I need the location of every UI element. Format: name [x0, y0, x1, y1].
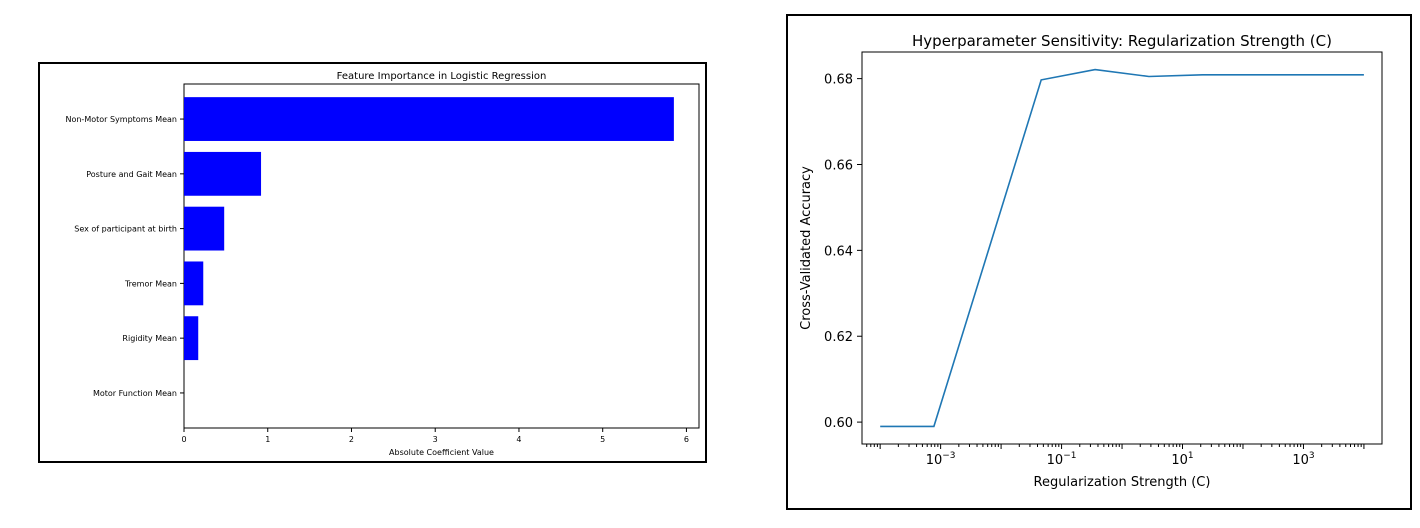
chart-title: Feature Importance in Logistic Regressio…: [337, 71, 547, 82]
y-tick-label: Posture and Gait Mean: [86, 170, 177, 179]
x-tick-label: 6: [684, 435, 689, 444]
y-tick-label: Sex of participant at birth: [74, 225, 177, 234]
x-tick-base: 10: [1047, 453, 1064, 468]
y-tick-label: 0.60: [824, 416, 853, 431]
x-tick-label: 5: [600, 435, 605, 444]
x-tick-label: 103: [1292, 451, 1314, 468]
x-tick-label: 1: [265, 435, 270, 444]
x-tick-base: 10: [1292, 453, 1309, 468]
y-tick-label: 0.66: [824, 158, 853, 173]
x-axis-label: Regularization Strength (C): [1034, 475, 1211, 490]
y-tick-label: Tremor Mean: [124, 279, 177, 288]
y-tick-label: Non-Motor Symptoms Mean: [65, 115, 177, 124]
bar: [184, 97, 674, 141]
y-axis-label: Cross-Validated Accuracy: [799, 166, 814, 330]
hyperparameter-sensitivity-svg: Hyperparameter Sensitivity: Regularizati…: [799, 32, 1383, 490]
bar: [184, 151, 262, 196]
bar: [184, 206, 225, 251]
x-tick-label: 10−1: [1047, 451, 1077, 468]
y-tick-label: 0.68: [824, 73, 853, 88]
x-axis-label: Absolute Coefficient Value: [389, 448, 494, 457]
y-tick-label: 0.64: [824, 244, 853, 259]
y-tick-label: Rigidity Mean: [122, 334, 177, 343]
hyperparameter-sensitivity-chart: Hyperparameter Sensitivity: Regularizati…: [786, 14, 1412, 510]
accuracy-line: [880, 68, 1364, 428]
x-tick-label: 3: [433, 435, 438, 444]
y-tick-label: Motor Function Mean: [93, 389, 177, 398]
x-tick-exponent: −1: [1063, 451, 1076, 461]
x-tick-label: 0: [181, 435, 186, 444]
x-tick-base: 10: [926, 453, 943, 468]
feature-importance-svg: Feature Importance in Logistic Regressio…: [65, 71, 700, 457]
x-tick-exponent: 1: [1188, 451, 1194, 461]
x-tick-exponent: 3: [1309, 451, 1315, 461]
x-tick-label: 2: [349, 435, 354, 444]
plot-frame: [183, 83, 700, 429]
y-tick-label: 0.62: [824, 330, 853, 345]
bar: [184, 316, 199, 361]
bar: [184, 261, 204, 306]
x-tick-label: 10−3: [926, 451, 956, 468]
plot-frame: [861, 51, 1383, 445]
chart-title: Hyperparameter Sensitivity: Regularizati…: [912, 32, 1332, 50]
x-tick-base: 10: [1171, 453, 1188, 468]
feature-importance-chart: Feature Importance in Logistic Regressio…: [38, 62, 707, 463]
x-tick-label: 101: [1171, 451, 1193, 468]
x-tick-label: 4: [516, 435, 521, 444]
x-tick-exponent: −3: [942, 451, 955, 461]
